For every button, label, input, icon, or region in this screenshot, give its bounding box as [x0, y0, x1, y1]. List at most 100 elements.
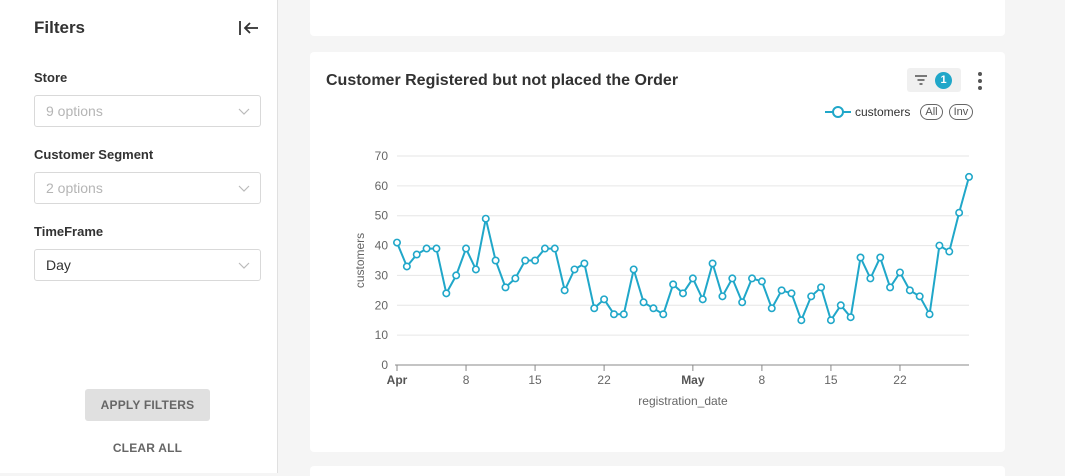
data-point — [925, 310, 934, 319]
customer-segment-placeholder: 2 options — [46, 180, 103, 196]
data-point — [757, 277, 766, 286]
x-tick-label: 22 — [597, 373, 611, 387]
data-point — [678, 289, 687, 298]
x-tick-label: 15 — [528, 373, 542, 387]
data-point — [895, 268, 904, 277]
more-options-icon[interactable] — [975, 70, 985, 92]
data-point — [639, 298, 648, 307]
data-point — [600, 295, 609, 304]
data-point — [422, 244, 431, 253]
data-point — [402, 262, 411, 271]
timeframe-label: TimeFrame — [34, 224, 104, 239]
data-point — [649, 304, 658, 313]
next-card — [310, 466, 1005, 476]
legend-series-marker — [825, 106, 851, 118]
data-point — [748, 274, 757, 283]
data-point — [688, 274, 697, 283]
data-point — [501, 283, 510, 292]
store-select-placeholder: 9 options — [46, 103, 103, 119]
y-tick-label: 60 — [375, 179, 389, 193]
data-point — [629, 265, 638, 274]
chart-legend: customers All Inv — [825, 102, 974, 122]
data-point — [876, 253, 885, 262]
filter-icon — [915, 75, 927, 85]
apply-filters-button[interactable]: APPLY FILTERS — [85, 389, 210, 421]
data-point — [738, 298, 747, 307]
timeframe-select[interactable]: Day — [34, 249, 261, 281]
data-point — [580, 259, 589, 268]
x-tick-label: Apr — [387, 373, 408, 387]
chevron-down-icon — [238, 262, 250, 269]
previous-card — [310, 0, 1005, 36]
line-chart: 0 10 20 30 40 50 60 70 Apr 8 15 22 May 8 15 22 registrat… — [353, 149, 973, 408]
legend-select-all-button[interactable]: All — [920, 104, 943, 120]
chart-title: Customer Registered but not placed the O… — [326, 72, 679, 89]
chart-card: Customer Registered but not placed the O… — [310, 52, 1005, 452]
data-point — [807, 292, 816, 301]
store-label: Store — [34, 70, 68, 85]
data-point — [481, 214, 490, 223]
chevron-down-icon — [238, 108, 250, 115]
legend-invert-button[interactable]: Inv — [948, 104, 974, 120]
data-point — [511, 274, 520, 283]
data-point — [797, 316, 806, 325]
x-tick-label: 22 — [893, 373, 907, 387]
filter-count-badge: 1 — [935, 71, 952, 89]
collapse-panel-icon[interactable] — [238, 18, 260, 38]
data-point — [521, 256, 530, 265]
data-point — [442, 289, 451, 298]
data-point — [728, 274, 737, 283]
y-tick-label: 30 — [375, 268, 389, 282]
data-point — [570, 265, 579, 274]
data-point — [817, 283, 826, 292]
data-point — [619, 310, 628, 319]
data-point — [432, 244, 441, 253]
timeframe-value: Day — [46, 257, 71, 273]
data-point — [886, 283, 895, 292]
clear-all-button[interactable]: CLEAR ALL — [85, 438, 210, 458]
data-point — [540, 244, 549, 253]
data-point — [452, 271, 461, 280]
customer-segment-select[interactable]: 2 options — [34, 172, 261, 204]
filters-sidebar: Filters Store 9 options Customer Segment… — [0, 0, 278, 473]
legend-series-name[interactable]: customers — [855, 105, 911, 119]
data-point — [462, 244, 471, 253]
data-point — [491, 256, 500, 265]
data-point — [935, 241, 944, 250]
data-point — [698, 295, 707, 304]
x-axis-title: registration_date — [638, 394, 728, 408]
data-point — [550, 244, 559, 253]
x-tick-label: May — [681, 373, 705, 387]
data-point — [393, 238, 402, 247]
series-line-customers — [396, 176, 970, 323]
chevron-down-icon — [238, 185, 250, 192]
y-tick-label: 40 — [375, 239, 389, 253]
data-point — [659, 310, 668, 319]
x-tick-label: 8 — [463, 373, 470, 387]
data-point — [945, 247, 954, 256]
sidebar-title: Filters — [34, 18, 86, 37]
customer-segment-label: Customer Segment — [34, 147, 154, 162]
data-point — [905, 286, 914, 295]
data-point — [531, 256, 540, 265]
data-point — [787, 289, 796, 298]
data-point — [609, 310, 618, 319]
data-point — [826, 316, 835, 325]
data-point — [718, 292, 727, 301]
y-tick-label: 10 — [375, 328, 389, 342]
data-point — [590, 304, 599, 313]
data-point — [964, 172, 973, 181]
x-tick-label: 8 — [759, 373, 766, 387]
data-point — [846, 313, 855, 322]
active-filters-chip[interactable]: 1 — [907, 68, 961, 92]
y-tick-label: 70 — [375, 149, 389, 163]
store-select[interactable]: 9 options — [34, 95, 261, 127]
data-point — [777, 286, 786, 295]
data-point — [669, 280, 678, 289]
data-point — [471, 265, 480, 274]
data-point — [412, 250, 421, 259]
y-axis-title: customers — [353, 233, 367, 288]
y-tick-label: 50 — [375, 209, 389, 223]
data-point — [955, 208, 964, 217]
y-tick-label: 20 — [375, 298, 389, 312]
